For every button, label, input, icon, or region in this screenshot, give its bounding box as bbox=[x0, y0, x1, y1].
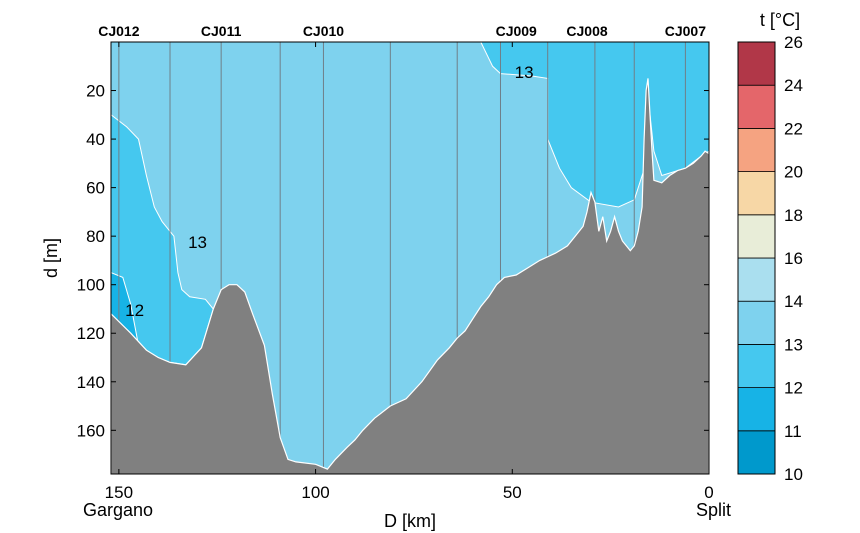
contour-label: 13 bbox=[515, 63, 534, 82]
colorbar-band bbox=[737, 41, 776, 86]
left-end-label: Gargano bbox=[83, 500, 153, 520]
contour-label: 12 bbox=[125, 301, 144, 320]
colorbar-band bbox=[737, 84, 776, 129]
axes-frame bbox=[110, 41, 710, 475]
contour-label: 13 bbox=[188, 233, 207, 252]
colorbar-band bbox=[737, 343, 776, 388]
station-label: CJ009 bbox=[496, 23, 537, 39]
colorbar-tick-label: 20 bbox=[784, 163, 803, 182]
station-label: CJ011 bbox=[201, 23, 242, 39]
y-tick-label: 80 bbox=[86, 227, 105, 246]
colorbar-title: t [°C] bbox=[760, 10, 800, 30]
colorbar-tick-label: 24 bbox=[784, 76, 803, 95]
colorbar-frame bbox=[737, 41, 776, 475]
colorbar-band bbox=[737, 257, 776, 302]
seafloor-bathymetry bbox=[111, 78, 709, 474]
station-label: CJ008 bbox=[566, 23, 607, 39]
x-tick-label: 100 bbox=[301, 483, 329, 502]
colorbar-band bbox=[737, 127, 776, 172]
y-tick-label: 40 bbox=[86, 130, 105, 149]
plot-area: 13 12 13 bbox=[111, 42, 709, 474]
y-tick-label: 120 bbox=[77, 324, 105, 343]
colorbar-tick-label: 13 bbox=[784, 335, 803, 354]
colorbar-tick-label: 16 bbox=[784, 249, 803, 268]
colorbar-band bbox=[737, 300, 776, 345]
y-tick-label: 20 bbox=[86, 82, 105, 101]
colorbar-tick-label: 26 bbox=[784, 33, 803, 52]
right-end-label: Split bbox=[696, 500, 731, 520]
x-tick-label: 0 bbox=[704, 483, 713, 502]
colorbar-tick-label: 18 bbox=[784, 206, 803, 225]
y-tick-label: 160 bbox=[77, 421, 105, 440]
station-label: CJ010 bbox=[303, 23, 344, 39]
y-tick-label: 140 bbox=[77, 373, 105, 392]
x-tick-label: 50 bbox=[503, 483, 522, 502]
x-tick-label: 150 bbox=[105, 483, 133, 502]
station-label: CJ007 bbox=[665, 23, 706, 39]
y-axis-title: d [m] bbox=[41, 238, 61, 278]
colorbar-band bbox=[737, 430, 776, 475]
y-tick-label: 100 bbox=[77, 276, 105, 295]
colorbar-band bbox=[737, 171, 776, 216]
y-tick-label: 60 bbox=[86, 179, 105, 198]
colorbar: 10 11 12 13 14 16 18 20 22 24 26 t [°C] bbox=[737, 10, 803, 484]
colorbar-tick-label: 11 bbox=[784, 422, 802, 441]
colorbar-tick-label: 12 bbox=[784, 379, 803, 398]
colorbar-tick-label: 14 bbox=[784, 292, 803, 311]
axis-labels: 150 100 50 0 20 40 60 80 100 120 140 160 CJ012 CJ011 C… bbox=[41, 23, 731, 531]
station-label: CJ012 bbox=[98, 23, 139, 39]
colorbar-band bbox=[737, 387, 776, 432]
colorbar-band bbox=[737, 214, 776, 259]
colorbar-tick-label: 22 bbox=[784, 119, 803, 138]
plot-frame bbox=[110, 41, 710, 475]
x-axis-title: D [km] bbox=[384, 511, 436, 531]
colorbar-tick-label: 10 bbox=[784, 465, 803, 484]
